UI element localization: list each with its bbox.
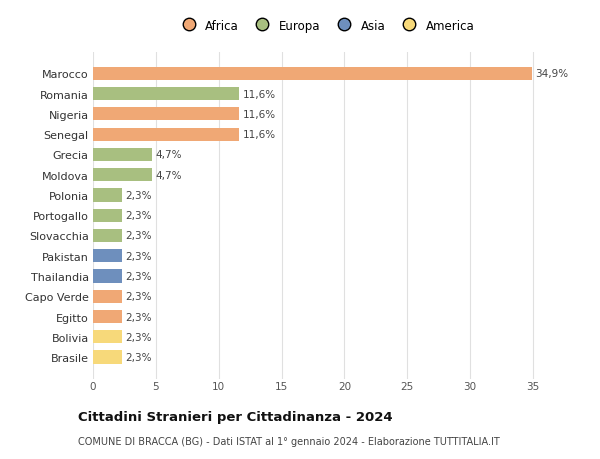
- Bar: [93, 169, 152, 182]
- Text: 2,3%: 2,3%: [125, 251, 152, 261]
- Bar: [93, 290, 122, 303]
- Text: 2,3%: 2,3%: [125, 190, 152, 201]
- Text: 11,6%: 11,6%: [242, 130, 275, 140]
- Text: COMUNE DI BRACCA (BG) - Dati ISTAT al 1° gennaio 2024 - Elaborazione TUTTITALIA.: COMUNE DI BRACCA (BG) - Dati ISTAT al 1°…: [78, 436, 500, 446]
- Bar: [93, 310, 122, 324]
- Text: 4,7%: 4,7%: [156, 170, 182, 180]
- Text: 4,7%: 4,7%: [156, 150, 182, 160]
- Bar: [93, 128, 239, 141]
- Text: 2,3%: 2,3%: [125, 332, 152, 342]
- Bar: [93, 67, 532, 81]
- Bar: [93, 330, 122, 344]
- Bar: [93, 270, 122, 283]
- Text: 11,6%: 11,6%: [242, 110, 275, 120]
- Text: 2,3%: 2,3%: [125, 231, 152, 241]
- Text: 2,3%: 2,3%: [125, 353, 152, 362]
- Text: 2,3%: 2,3%: [125, 291, 152, 302]
- Bar: [93, 88, 239, 101]
- Legend: Africa, Europa, Asia, America: Africa, Europa, Asia, America: [177, 20, 474, 33]
- Bar: [93, 250, 122, 263]
- Text: 2,3%: 2,3%: [125, 271, 152, 281]
- Text: Cittadini Stranieri per Cittadinanza - 2024: Cittadini Stranieri per Cittadinanza - 2…: [78, 410, 392, 423]
- Text: 34,9%: 34,9%: [535, 69, 569, 79]
- Bar: [93, 351, 122, 364]
- Bar: [93, 209, 122, 222]
- Bar: [93, 189, 122, 202]
- Bar: [93, 230, 122, 242]
- Bar: [93, 149, 152, 162]
- Text: 2,3%: 2,3%: [125, 312, 152, 322]
- Text: 2,3%: 2,3%: [125, 211, 152, 221]
- Bar: [93, 108, 239, 121]
- Text: 11,6%: 11,6%: [242, 90, 275, 100]
